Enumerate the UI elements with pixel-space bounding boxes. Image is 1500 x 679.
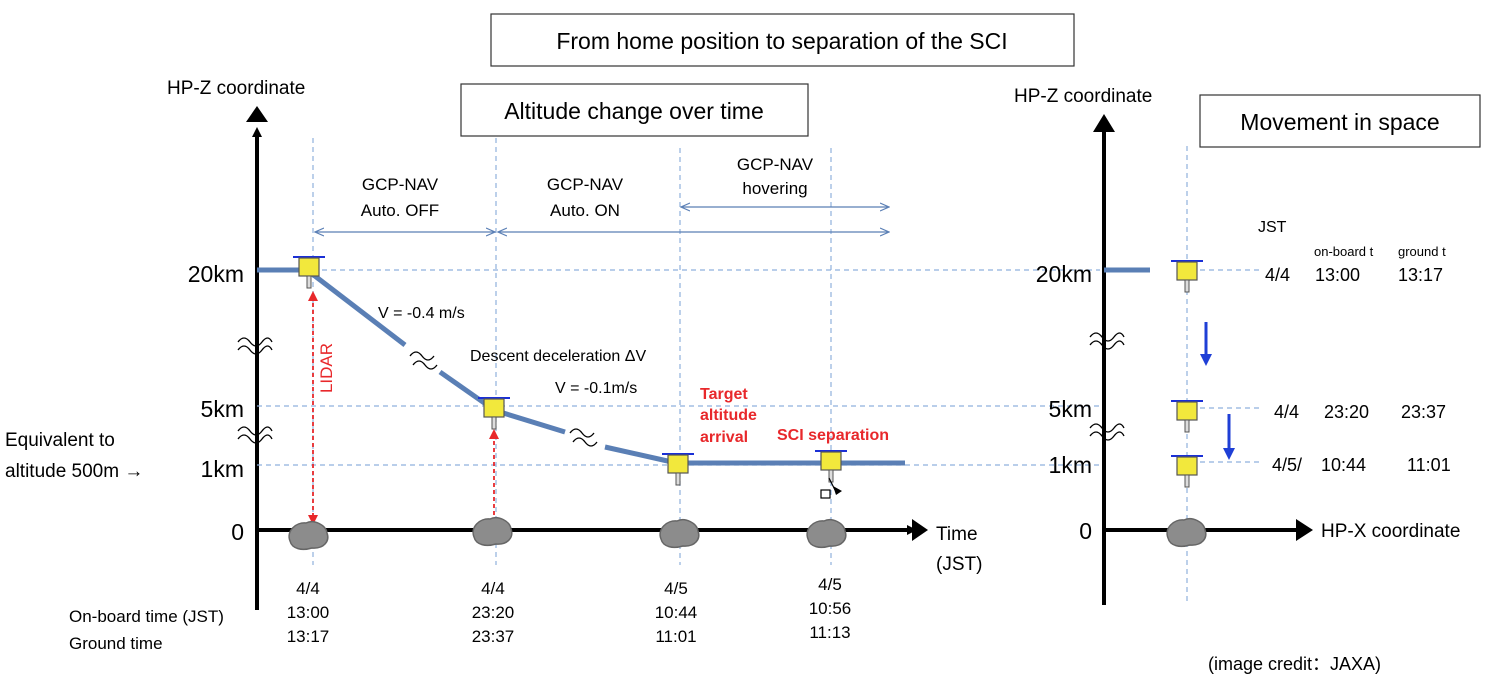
page-title: From home position to separation of the … bbox=[556, 28, 1007, 54]
title-box bbox=[490, 13, 1075, 67]
lidar-label: LIDAR bbox=[317, 343, 336, 393]
event-1-onboard: 13:00 bbox=[287, 603, 330, 622]
descent-arrow-2 bbox=[1223, 414, 1235, 460]
right-spacecraft-20km bbox=[1170, 260, 1204, 293]
ground-time-row-label: Ground time bbox=[69, 634, 163, 653]
right-x-arrowhead bbox=[1296, 519, 1313, 541]
asteroid-1 bbox=[288, 520, 329, 551]
sci-icon bbox=[820, 477, 842, 499]
phase-2-line1: GCP-NAV bbox=[547, 175, 624, 194]
right-row-1-date: 4/4 bbox=[1265, 265, 1290, 285]
right-x-axis-label: HP-X coordinate bbox=[1321, 521, 1460, 542]
left-y-arrowhead bbox=[246, 106, 268, 122]
left-subtitle: Altitude change over time bbox=[504, 98, 764, 124]
trajectory-line bbox=[257, 267, 905, 466]
event-2-onboard: 23:20 bbox=[472, 603, 515, 622]
equivalent-note-line2: altitude 500m → bbox=[5, 461, 143, 482]
left-tick-20km: 20km bbox=[188, 261, 244, 287]
right-subtitle: Movement in space bbox=[1240, 109, 1439, 135]
event-1-ground: 13:17 bbox=[287, 627, 330, 646]
event-4-ground: 11:13 bbox=[809, 623, 850, 642]
right-row-3-onboard: 10:44 bbox=[1321, 455, 1366, 475]
phase-1-line1: GCP-NAV bbox=[362, 175, 439, 194]
x-axis-label-time: Time bbox=[936, 524, 978, 545]
onboard-time-row-label: On-board time (JST) bbox=[69, 607, 224, 626]
trajectory-breaks bbox=[409, 351, 598, 447]
left-y-axis-label: HP-Z coordinate bbox=[167, 78, 305, 99]
right-tick-5km: 5km bbox=[1049, 396, 1092, 422]
asteroid-4 bbox=[806, 518, 847, 549]
event-3-ground: 11:01 bbox=[655, 627, 696, 646]
spacecraft-4 bbox=[814, 450, 848, 483]
right-table-ground-header: ground t bbox=[1398, 244, 1446, 259]
right-row-1-onboard: 13:00 bbox=[1315, 265, 1360, 285]
phase-1-line2: Auto. OFF bbox=[361, 201, 439, 220]
right-tick-1km: 1km bbox=[1049, 452, 1092, 478]
event-1-date: 4/4 bbox=[296, 579, 320, 598]
right-subtitle-box bbox=[1199, 94, 1481, 148]
phase-2-line2: Auto. ON bbox=[550, 201, 620, 220]
left-x-arrowhead bbox=[912, 519, 928, 541]
right-spacecraft-1km bbox=[1170, 455, 1204, 488]
event-2-ground: 23:37 bbox=[472, 627, 515, 646]
event-2-date: 4/4 bbox=[481, 579, 505, 598]
right-row-2-ground: 23:37 bbox=[1401, 402, 1446, 422]
asteroid-3 bbox=[659, 518, 700, 549]
right-row-2-onboard: 23:20 bbox=[1324, 402, 1369, 422]
right-row-3-ground: 11:01 bbox=[1407, 455, 1451, 475]
target-label-2: altitude bbox=[700, 407, 757, 424]
right-y-axis-label: HP-Z coordinate bbox=[1014, 86, 1152, 107]
right-spacecraft-5km bbox=[1170, 400, 1204, 433]
velocity-2-label: V = -0.1m/s bbox=[555, 380, 637, 397]
left-tick-1km: 1km bbox=[201, 456, 244, 482]
right-tick-0: 0 bbox=[1079, 518, 1092, 544]
target-label-1: Target bbox=[700, 386, 748, 403]
event-4-onboard: 10:56 bbox=[809, 599, 852, 618]
right-asteroid bbox=[1166, 517, 1207, 548]
right-y-arrowhead bbox=[1093, 114, 1115, 132]
right-row-3-date: 4/5/ bbox=[1272, 455, 1302, 475]
left-tick-5km: 5km bbox=[201, 396, 244, 422]
event-4-date: 4/5 bbox=[818, 575, 842, 594]
horizontal-guides bbox=[257, 269, 1260, 466]
event-3-onboard: 10:44 bbox=[655, 603, 698, 622]
right-row-1-ground: 13:17 bbox=[1398, 265, 1443, 285]
descent-label: Descent deceleration ΔV bbox=[470, 348, 646, 365]
left-subtitle-box bbox=[460, 83, 809, 137]
x-axis-label-jst: (JST) bbox=[936, 554, 982, 575]
left-tick-0: 0 bbox=[231, 519, 244, 545]
right-tick-20km: 20km bbox=[1036, 261, 1092, 287]
asteroid-2 bbox=[472, 516, 513, 547]
axis-break-right bbox=[1089, 332, 1125, 441]
phase-3-line1: GCP-NAV bbox=[737, 155, 814, 174]
image-credit: (image credit：JAXA) bbox=[1208, 654, 1381, 674]
right-table-onboard-header: on-board t bbox=[1314, 244, 1374, 259]
axis-break-left bbox=[237, 337, 273, 444]
velocity-1-label: V = -0.4 m/s bbox=[378, 305, 465, 322]
target-label-3: arrival bbox=[700, 429, 748, 446]
equivalent-note-line1: Equivalent to bbox=[5, 430, 115, 451]
event-3-date: 4/5 bbox=[664, 579, 688, 598]
sci-separation-label: SCI separation bbox=[777, 427, 889, 444]
right-row-2-date: 4/4 bbox=[1274, 402, 1299, 422]
right-table-jst: JST bbox=[1258, 219, 1287, 236]
descent-arrow-1 bbox=[1200, 322, 1212, 366]
phase-3-line2: hovering bbox=[742, 179, 807, 198]
